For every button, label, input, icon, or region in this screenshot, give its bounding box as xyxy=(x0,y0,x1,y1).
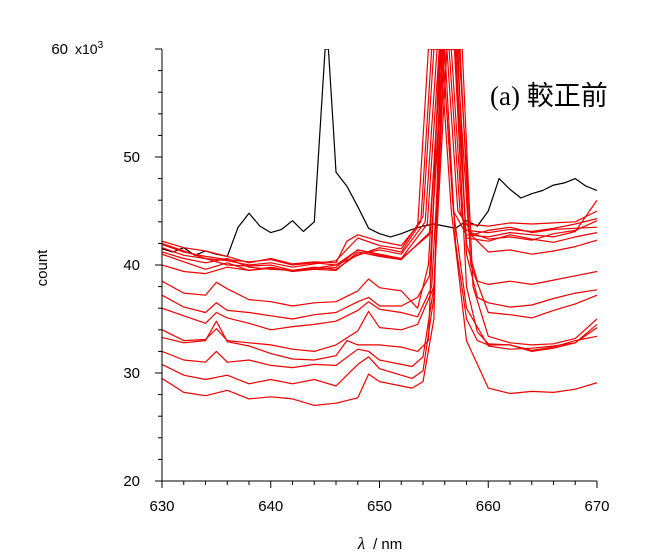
series-line-8 xyxy=(162,49,597,309)
series-line-14 xyxy=(162,49,597,387)
plot-area xyxy=(162,49,597,406)
x-tick-label: 640 xyxy=(258,498,283,515)
series-line-15 xyxy=(162,49,597,406)
x-tick-label: 650 xyxy=(367,498,392,515)
y-axis-multiplier-exponent: 3 xyxy=(98,40,104,51)
y-tick-label: 40 xyxy=(123,257,140,274)
y-tick-label: 60 xyxy=(51,41,68,58)
x-tick-label: 630 xyxy=(149,498,174,515)
series-line-4 xyxy=(162,49,597,271)
series-line-3 xyxy=(162,49,597,268)
x-tick-label: 670 xyxy=(584,498,609,515)
series-line-2 xyxy=(162,49,597,265)
series-line-7 xyxy=(162,49,597,275)
series-line-reference xyxy=(162,49,597,257)
chart-annotation: (a) 較正前 xyxy=(490,81,608,111)
y-axis-label: count xyxy=(34,249,51,287)
y-axis-multiplier-base: x10 xyxy=(75,41,98,57)
series-line-6 xyxy=(162,49,597,273)
x-axis-label: λ / nm xyxy=(357,534,403,553)
x-tick-label: 660 xyxy=(476,498,501,515)
series-line-10 xyxy=(162,49,597,331)
y-tick-label: 50 xyxy=(123,149,140,166)
x-axis-unit: / nm xyxy=(373,536,402,553)
x-axis-symbol: λ xyxy=(357,534,365,553)
series-line-13 xyxy=(162,49,597,369)
y-axis-multiplier: x103 xyxy=(75,40,104,57)
series-line-9 xyxy=(162,49,597,320)
y-tick-label: 30 xyxy=(123,365,140,382)
axes: 20 30 40 50 60 630 640 650 660 670 xyxy=(51,41,609,515)
y-tick-label: 20 xyxy=(123,473,140,490)
